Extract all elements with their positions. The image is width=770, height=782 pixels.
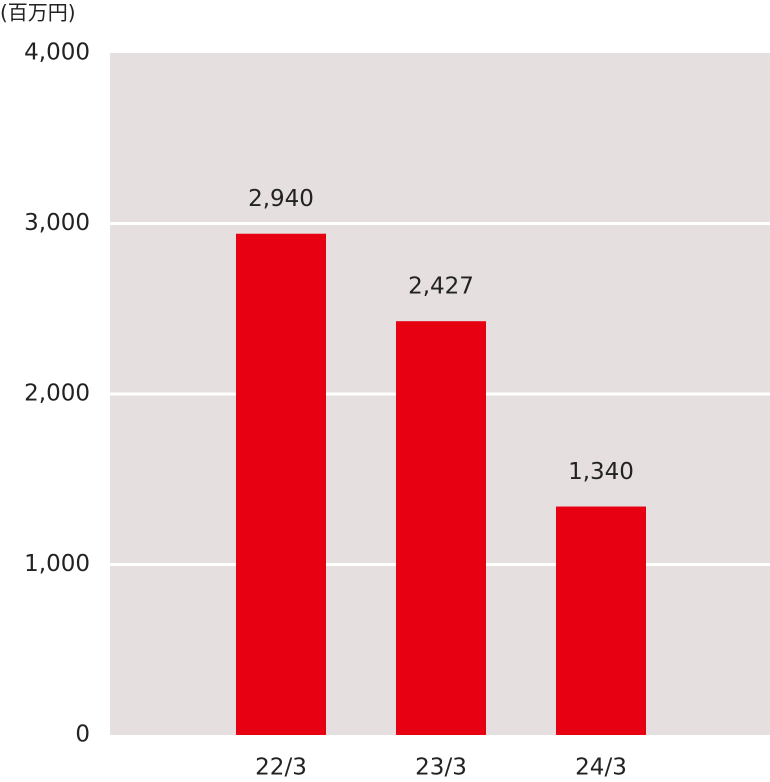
x-tick-label: 22/3	[255, 755, 307, 781]
x-tick-label: 23/3	[415, 755, 467, 781]
unit-label: (百万円)	[0, 1, 76, 25]
y-tick-label: 0	[75, 722, 90, 748]
value-label: 2,427	[408, 274, 474, 300]
bar	[236, 233, 326, 736]
bar	[396, 321, 486, 735]
y-tick-label: 4,000	[24, 40, 90, 66]
y-tick-label: 1,000	[24, 551, 90, 577]
value-label: 2,940	[248, 186, 314, 212]
x-tick-label: 24/3	[575, 755, 627, 781]
bar	[556, 506, 646, 735]
y-tick-label: 3,000	[24, 210, 90, 236]
y-tick-label: 2,000	[24, 381, 90, 407]
value-label: 1,340	[568, 459, 634, 485]
